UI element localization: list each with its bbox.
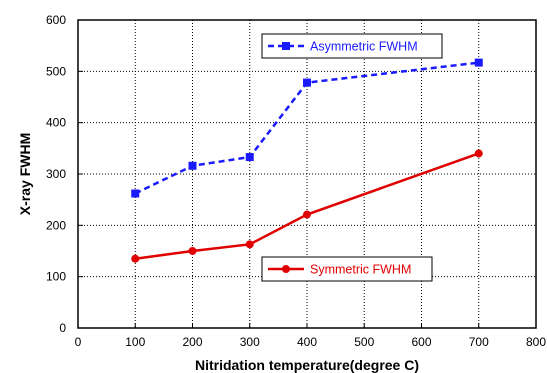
- x-axis-label: Nitridation temperature(degree C): [195, 357, 419, 373]
- x-tick-label: 0: [75, 335, 82, 349]
- x-tick-label: 400: [297, 335, 317, 349]
- data-point: [474, 58, 483, 67]
- grid-layer: [78, 20, 536, 328]
- data-point: [474, 149, 483, 158]
- data-point: [188, 247, 197, 255]
- legend-layer: Asymmetric FWHM Symmetric FWHM: [261, 33, 443, 282]
- y-tick-label: 200: [46, 218, 66, 232]
- x-tick-label: 300: [240, 335, 260, 349]
- x-tick-label: 500: [354, 335, 374, 349]
- y-tick-label: 400: [46, 116, 66, 130]
- legend-label: Symmetric FWHM: [310, 263, 411, 277]
- x-tick-label: 800: [526, 335, 546, 349]
- data-point: [303, 78, 311, 87]
- x-tick-label: 700: [469, 335, 489, 349]
- series-layer: [131, 58, 483, 263]
- x-tick-label: 200: [182, 335, 202, 349]
- data-point: [303, 210, 311, 219]
- legend-asymmetric: Asymmetric FWHM: [261, 33, 443, 59]
- x-tick-label: 100: [125, 335, 145, 349]
- legend-marker: [282, 42, 290, 50]
- legend-label: Asymmetric FWHM: [310, 40, 418, 54]
- y-tick-label: 0: [59, 321, 66, 335]
- y-tick-label: 600: [46, 13, 66, 27]
- data-point: [131, 254, 140, 263]
- y-tick-label: 300: [46, 167, 66, 181]
- tick-layer: 0 100 200 300 400 500 600 700 800 0 100 200 300 400 50…: [46, 13, 546, 349]
- y-tick-label: 100: [46, 270, 66, 284]
- data-point: [188, 161, 197, 170]
- data-point: [245, 153, 254, 162]
- legend-symmetric: Symmetric FWHM: [261, 256, 433, 282]
- data-point: [245, 240, 254, 249]
- x-tick-label: 600: [411, 335, 431, 349]
- legend-marker: [282, 265, 290, 273]
- y-tick-label: 500: [46, 64, 66, 78]
- y-axis-label: X-ray FWHM: [17, 133, 33, 215]
- data-point: [131, 189, 140, 198]
